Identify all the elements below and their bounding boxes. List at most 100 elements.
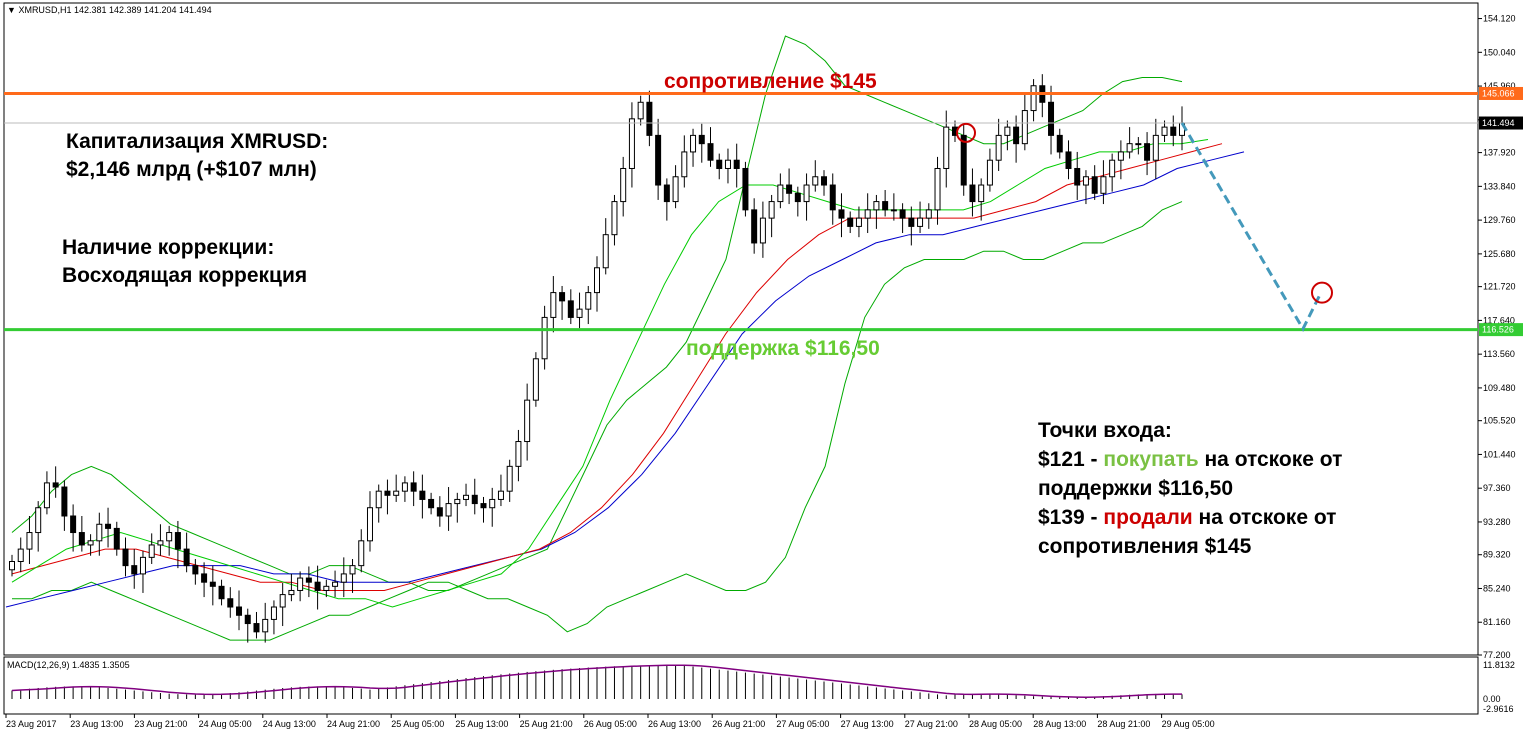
candle-up: [148, 544, 155, 558]
candle-down: [1074, 167, 1081, 186]
candle-down: [419, 490, 426, 500]
candle-down: [61, 486, 68, 517]
x-tick-label: 26 Aug 21:00: [712, 719, 765, 729]
candle-up: [297, 577, 304, 591]
candle-down: [821, 176, 828, 186]
sell-point-circle-icon: [956, 122, 976, 143]
support-price-tag-bg: [1479, 323, 1523, 337]
entry-sell-rest: на отскоке от: [1192, 506, 1337, 529]
x-tick-label: 24 Aug 13:00: [263, 719, 316, 729]
candle-up: [288, 589, 295, 596]
horizontal-levels: [4, 91, 1478, 332]
candle-up: [550, 292, 557, 318]
resistance-label: сопротивление $145: [664, 70, 877, 93]
y-tick-label: 133.840: [1483, 181, 1516, 191]
candle-down: [716, 159, 723, 169]
candle-down: [786, 184, 793, 194]
forecast-arrow: [1180, 122, 1322, 332]
candle-down: [52, 482, 59, 488]
candle-down: [742, 167, 749, 211]
candle-up: [864, 209, 871, 219]
candle-up: [358, 540, 365, 567]
symbol-ohlc-label: XMRUSD,H1 142.381 142.389 141.204 141.49…: [18, 5, 212, 15]
candle-down: [655, 134, 662, 186]
y-tick-label: 93.280: [1483, 517, 1511, 527]
x-tick-label: 25 Aug 13:00: [455, 719, 508, 729]
candle-down: [384, 490, 391, 496]
candle-up: [1161, 126, 1168, 136]
capitalization-line-2: $2,146 млрд (+$107 млн): [66, 158, 317, 181]
bollinger-upper-line: [11, 35, 1183, 591]
x-tick-label: 27 Aug 21:00: [905, 719, 958, 729]
candle-down: [1056, 134, 1063, 153]
candle-down: [436, 507, 443, 517]
capitalization-line-1: Капитализация XMRUSD:: [66, 130, 329, 153]
candle-down: [183, 548, 190, 567]
candle-up: [690, 134, 697, 153]
macd-axis-label: 0.00: [1483, 694, 1501, 704]
candle-down: [646, 101, 653, 136]
candle-down: [1144, 143, 1151, 161]
entry-sell-price: $139 -: [1038, 506, 1104, 529]
candle-up: [323, 585, 330, 591]
candle-down: [960, 134, 967, 186]
candle-down: [209, 581, 216, 587]
y-tick-label: 154.120: [1483, 14, 1516, 24]
x-tick-label: 28 Aug 13:00: [1033, 719, 1086, 729]
entry-buy-line: $121 - покупать на отскоке от: [1038, 446, 1342, 473]
candle-down: [227, 598, 234, 608]
candle-up: [139, 556, 146, 575]
candle-down: [899, 209, 906, 219]
candle-up: [934, 167, 941, 211]
candle-up: [349, 565, 356, 575]
candle-down: [838, 209, 845, 219]
candle-up: [1100, 176, 1107, 194]
candle-up: [1126, 143, 1133, 153]
candle-down: [751, 209, 758, 244]
correction-line-2: Восходящая коррекция: [62, 264, 308, 287]
candle-up: [768, 201, 775, 219]
x-tick-label: 25 Aug 21:00: [520, 719, 573, 729]
candle-up: [541, 316, 548, 360]
x-tick-label: 25 Aug 05:00: [391, 719, 444, 729]
candle-up: [585, 292, 592, 310]
y-tick-label: 89.320: [1483, 550, 1511, 560]
support-price-tag: 116.526: [1482, 325, 1514, 335]
candle-up: [506, 465, 513, 492]
y-tick-label: 105.520: [1483, 416, 1516, 426]
x-tick-label: 23 Aug 13:00: [70, 719, 123, 729]
moving-averages: [5, 139, 1245, 608]
candle-up: [1030, 85, 1037, 112]
candle-up: [602, 234, 609, 269]
candle-up: [454, 498, 461, 505]
buy-point-circle-icon: [1311, 281, 1333, 304]
candle-up: [917, 217, 924, 227]
candle-up: [166, 532, 173, 542]
candle-up: [1117, 151, 1124, 161]
candle-down: [253, 623, 260, 633]
candle-down: [174, 532, 181, 550]
candle-down: [78, 532, 85, 546]
triangle-down-icon[interactable]: ▼: [7, 5, 16, 15]
time-axis: 23 Aug 2017 23 Aug 13:00 23 Aug 21:00 24 Au…: [5, 714, 1215, 729]
macd-plot-area[interactable]: [3, 656, 1479, 715]
candle-down: [1013, 126, 1020, 145]
candle-up: [26, 532, 33, 550]
candle-down: [244, 614, 251, 625]
entry-sell-word: продали: [1103, 506, 1193, 529]
candle-up: [759, 217, 766, 244]
y-tick-label: 113.560: [1483, 349, 1515, 359]
candle-down: [218, 585, 225, 600]
y-tick-label: 85.240: [1483, 583, 1511, 593]
candle-up: [340, 573, 347, 583]
candle-up: [515, 441, 522, 467]
candle-up: [87, 540, 94, 546]
candle-up: [986, 159, 993, 186]
candle-down: [122, 548, 129, 567]
x-tick-label: 29 Aug 05:00: [1162, 719, 1215, 729]
ma-fast-line: [11, 139, 1209, 608]
y-tick-label: 121.720: [1483, 282, 1516, 292]
candle-up: [672, 176, 679, 203]
x-tick-label: 26 Aug 05:00: [584, 719, 637, 729]
